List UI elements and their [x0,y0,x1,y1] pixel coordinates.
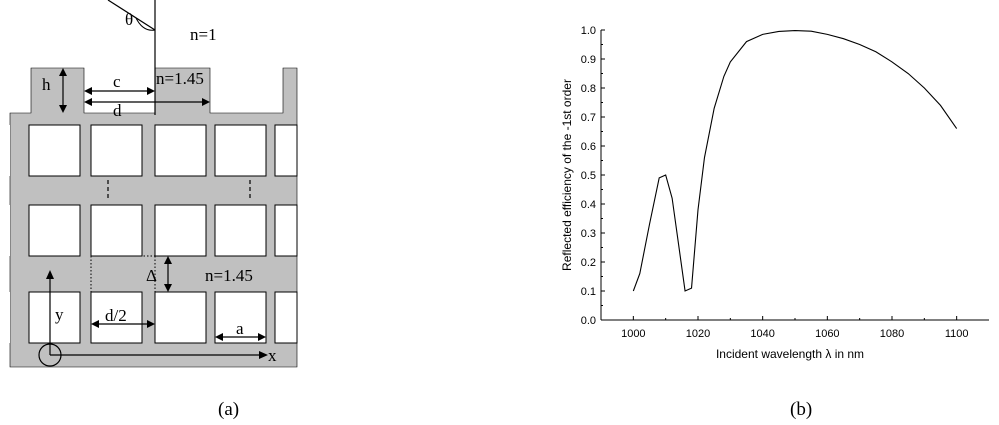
h-dimension [59,68,67,113]
hole [28,291,81,344]
hole [90,204,143,257]
d-label: d [113,101,122,120]
n-lower-label: n=1.45 [205,266,253,285]
y-tick-label: 0.8 [581,83,596,95]
n-top-label: n=1 [190,25,217,44]
incident-beam [107,0,156,31]
grating-schematic: θ n=1 n=1.45 h c d Δ n=1.45 y d/2 a x (a… [0,0,298,420]
panel-label-a: (a) [218,399,239,420]
y-tick-label: 0.2 [581,257,596,269]
hole [28,204,81,257]
y-tick-label: 0.9 [581,54,596,66]
hole-row-3 [28,291,298,344]
h-label: h [42,75,51,94]
theta-label: θ [125,10,133,29]
hole-row-2 [28,204,298,257]
unit-cell-outline [90,255,156,343]
x-tick-label: 1100 [945,328,969,340]
a-dimension [215,333,266,341]
y-tick-label: 1.0 [581,25,596,37]
d-half-label: d/2 [105,306,127,325]
x-tick-label: 1060 [815,328,839,340]
panel-label-b: (b) [790,399,812,420]
y-tick-label: 0.6 [581,141,596,153]
hole [28,124,81,177]
d-half-dimension [91,320,155,328]
hole [154,124,207,177]
a-label: a [236,319,244,338]
c-dimension [84,87,155,95]
hole [90,291,143,344]
y-tick-label: 0.0 [581,315,596,327]
theta-arc [135,17,156,31]
y-tick-label: 0.1 [581,286,596,298]
hole [274,124,298,177]
hole [90,124,143,177]
x-tick-label: 1080 [880,328,904,340]
n-grating-label: n=1.45 [156,69,204,88]
y-tick-label: 0.4 [581,199,596,211]
edge-notches [0,125,10,343]
hole [214,291,267,344]
x-tick-label: 1000 [621,328,645,340]
y-label: y [55,305,64,324]
hole [274,204,298,257]
coordinate-axes [38,270,268,367]
c-label: c [113,72,121,91]
hole [214,124,267,177]
hole-row-1 [28,124,298,177]
hole [274,291,298,344]
y-axis-title: Reflected efficiency of the -1st order [560,79,574,271]
y-tick-label: 0.7 [581,112,596,124]
efficiency-chart: 0.0 0.1 0.2 0.3 0.4 0.5 0.6 0.7 0.8 0.9 1.0 1000 102… [560,25,989,420]
delta-label: Δ [146,266,157,285]
hole [154,291,207,344]
d-dimension [84,98,210,106]
delta-dimension [164,256,172,292]
y-tick-label: 0.5 [581,170,596,182]
efficiency-curve [632,30,958,292]
hole [214,204,267,257]
plot-area: 0.0 0.1 0.2 0.3 0.4 0.5 0.6 0.7 0.8 0.9 1.0 1000 102… [581,25,989,340]
hole [154,204,207,257]
x-axis-title: Incident wavelength λ in nm [716,347,864,361]
x-tick-label: 1020 [686,328,710,340]
y-tick-label: 0.3 [581,228,596,240]
x-tick-label: 1040 [750,328,774,340]
x-label: x [268,346,277,365]
